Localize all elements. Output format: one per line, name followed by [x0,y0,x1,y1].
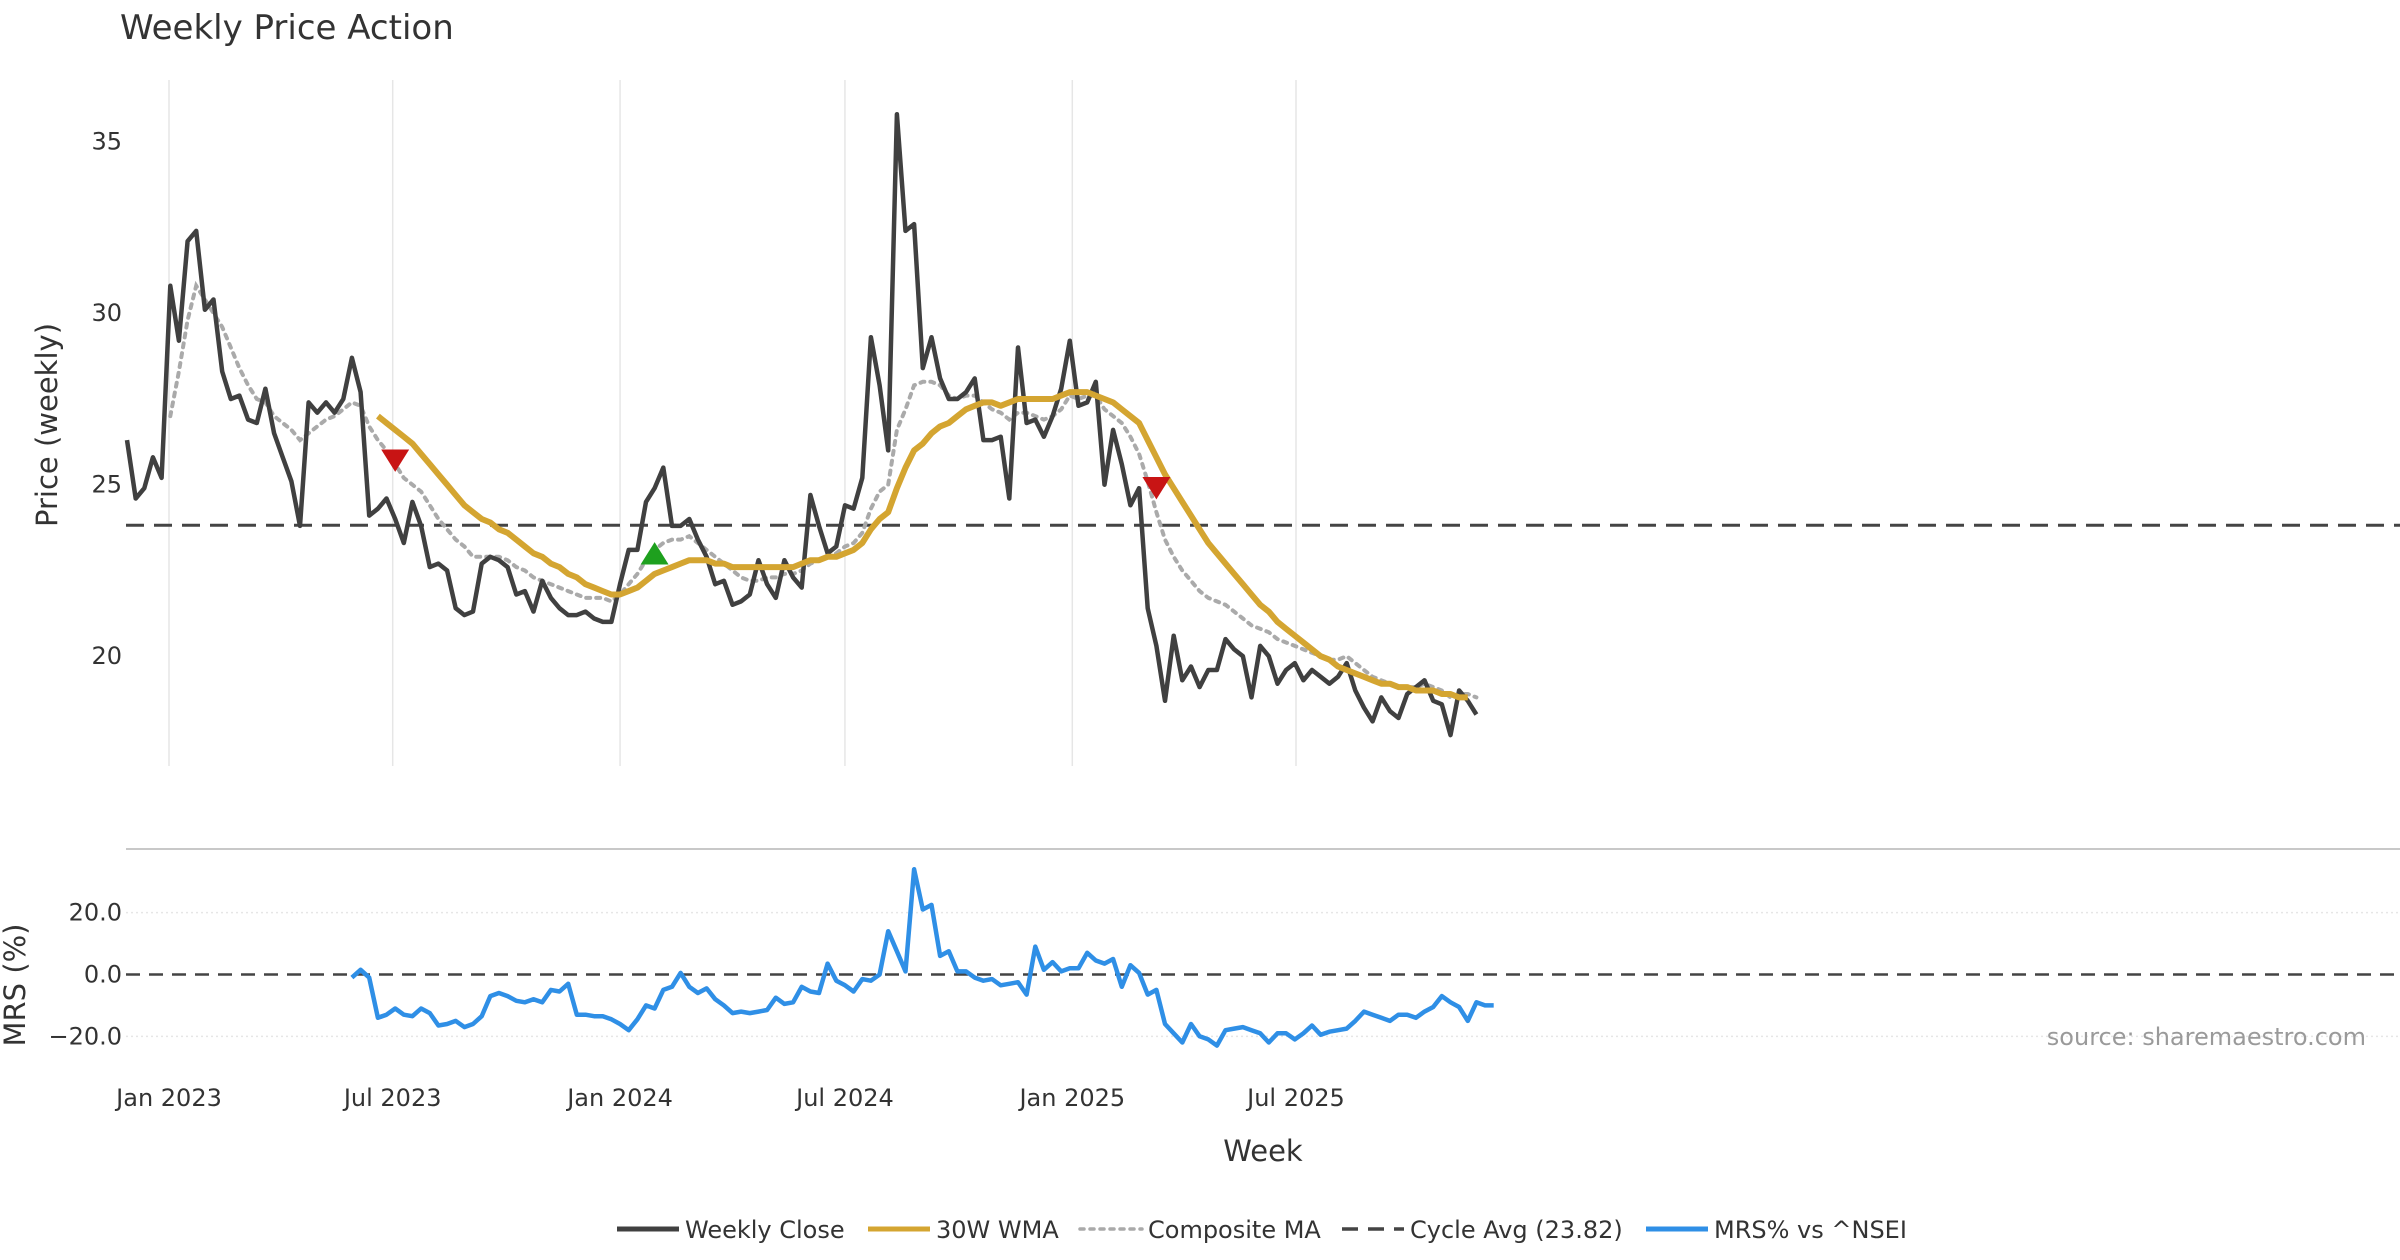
wma-30w-line [376,389,1468,701]
mrs-y-tick-label: 0.0 [84,960,122,988]
price-y-axis-title: Price (weekly) [30,323,64,527]
x-tick-label: Jul 2024 [794,1084,894,1112]
mrs-panel: −20.0 0.0 20.0 MRS (%) source: sharemaestr… [0,867,2400,1051]
legend-label: MRS% vs ^NSEI [1714,1216,1907,1244]
price-y-tick-label: 30 [91,299,122,327]
price-y-ticks: 20 25 30 35 [91,128,122,670]
x-axis-ticks: Jan 2023 Jul 2023 Jan 2024 Jul 2024 Jan 2025… [114,1084,1345,1112]
x-axis-title: Week [1223,1134,1303,1168]
mrs-y-tick-label: 20.0 [69,899,122,927]
mrs-y-ticks: −20.0 0.0 20.0 [48,899,122,1051]
sell-marker [381,449,410,472]
price-y-tick-label: 25 [91,471,122,499]
legend-label: Cycle Avg (23.82) [1410,1216,1623,1244]
signal-markers [381,449,1171,565]
price-y-tick-label: 35 [91,128,122,156]
chart-title: Weekly Price Action [120,8,454,48]
price-y-tick-label: 20 [91,642,122,670]
price-grid [168,80,1297,766]
price-panel: 20 25 30 35 Price (weekly) [30,80,2400,766]
mrs-y-axis-title: MRS (%) [0,924,32,1047]
x-tick-label: Jul 2023 [342,1084,442,1112]
x-tick-label: Jan 2025 [1017,1084,1125,1112]
x-tick-label: Jan 2024 [565,1084,673,1112]
weekly-close-line [124,112,1479,738]
mrs-line [350,867,1494,1048]
sell-marker [1142,477,1171,500]
legend-label: Composite MA [1148,1216,1321,1244]
x-tick-label: Jul 2025 [1245,1084,1345,1112]
legend: Weekly Close 30W WMA Composite MA Cycle Avg… [617,1216,1907,1244]
buy-marker [640,542,669,565]
legend-label: 30W WMA [936,1216,1059,1244]
x-tick-label: Jan 2023 [114,1084,222,1112]
legend-label: Weekly Close [685,1216,845,1244]
mrs-y-tick-label: −20.0 [48,1022,122,1050]
source-label: source: sharemaestro.com [2047,1023,2366,1051]
